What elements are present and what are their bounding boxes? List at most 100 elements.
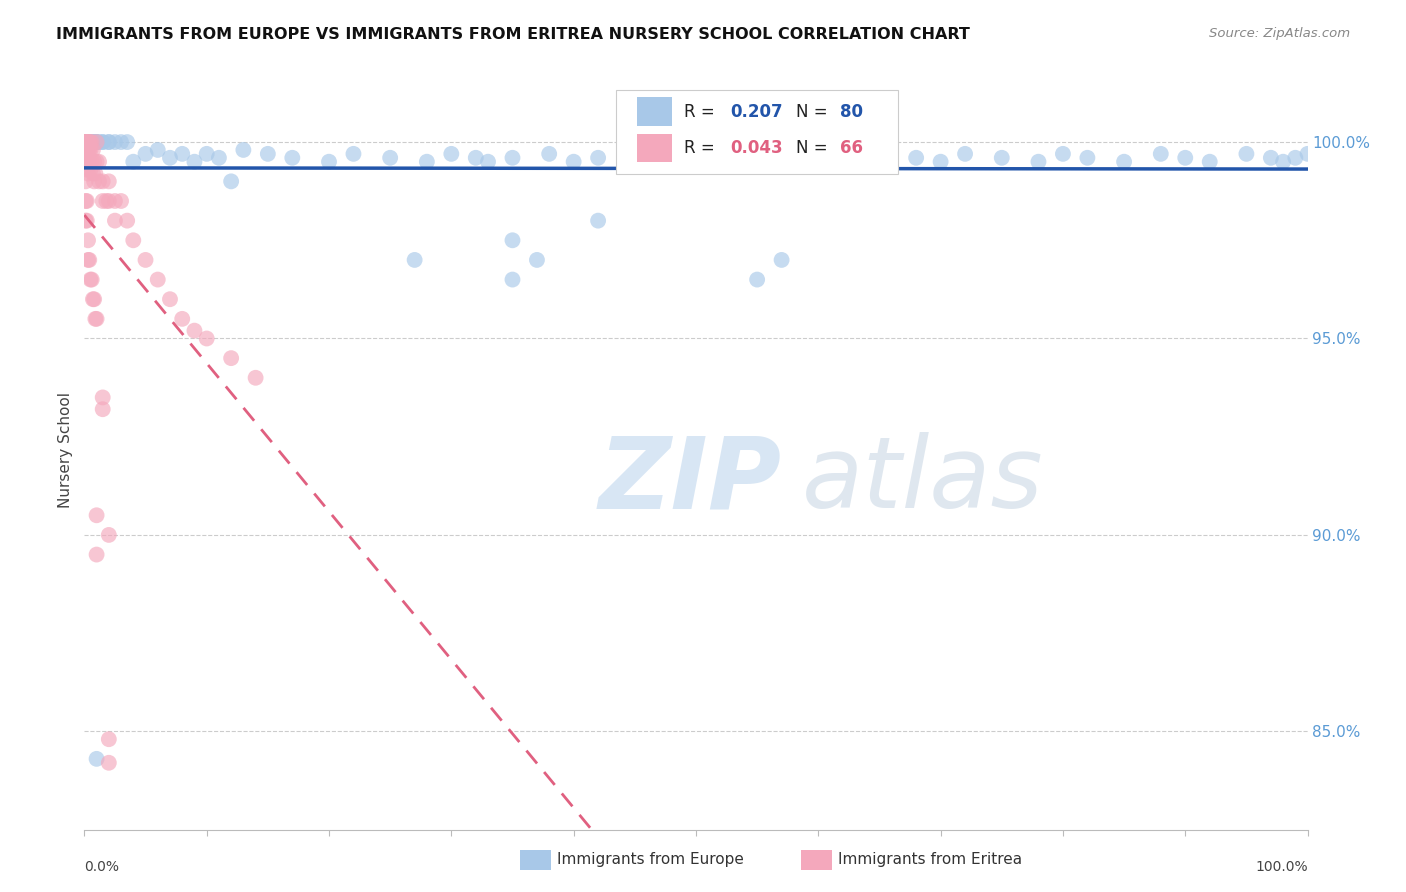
Point [110, 194, 132, 208]
Y-axis label: Nursery School: Nursery School [58, 392, 73, 508]
Point [77, 167, 100, 181]
Point [91, 135, 114, 149]
Point [172, 311, 194, 326]
Point [75, 135, 97, 149]
Point [75, 135, 97, 149]
Point [464, 151, 486, 165]
Point [82, 135, 104, 149]
Text: 80: 80 [841, 103, 863, 120]
Point [79, 135, 101, 149]
Point [84, 135, 107, 149]
Point [77, 154, 100, 169]
Point [1236, 146, 1258, 161]
Text: Immigrants from Europe: Immigrants from Europe [557, 853, 744, 867]
Point [86, 135, 108, 149]
Point [135, 146, 157, 161]
Point [1260, 151, 1282, 165]
Point [86, 548, 108, 562]
Point [86, 135, 108, 149]
Point [104, 135, 127, 149]
Text: N =: N = [796, 103, 834, 120]
Point [76, 154, 98, 169]
Point [77, 154, 100, 169]
Point [82, 135, 104, 149]
Point [82, 143, 104, 157]
Point [91, 402, 114, 417]
Point [97, 174, 120, 188]
Point [208, 151, 231, 165]
Point [77, 135, 100, 149]
Point [115, 135, 138, 149]
Text: ZIP: ZIP [598, 433, 782, 529]
Point [97, 135, 120, 149]
Point [75, 154, 97, 169]
Point [586, 151, 609, 165]
Point [770, 252, 793, 267]
Text: IMMIGRANTS FROM EUROPE VS IMMIGRANTS FROM ERITREA NURSERY SCHOOL CORRELATION CHA: IMMIGRANTS FROM EUROPE VS IMMIGRANTS FRO… [56, 27, 970, 42]
Point [75, 135, 97, 149]
Point [747, 272, 769, 286]
Point [91, 174, 114, 188]
Point [76, 135, 98, 149]
Point [159, 151, 181, 165]
Point [86, 135, 108, 149]
Point [97, 194, 120, 208]
Point [76, 213, 98, 227]
FancyBboxPatch shape [616, 90, 898, 174]
Text: 0.043: 0.043 [730, 139, 783, 157]
Point [709, 146, 731, 161]
Point [97, 732, 120, 747]
Point [91, 194, 114, 208]
Point [83, 174, 105, 188]
Point [86, 508, 108, 523]
Text: 0.207: 0.207 [730, 103, 783, 120]
Point [80, 135, 103, 149]
Point [77, 233, 100, 247]
Point [80, 135, 103, 149]
Point [219, 351, 242, 366]
Text: 66: 66 [841, 139, 863, 157]
Point [1296, 146, 1319, 161]
Point [77, 135, 100, 149]
Point [1284, 151, 1306, 165]
Point [526, 252, 548, 267]
Point [83, 292, 105, 306]
Point [440, 146, 463, 161]
Point [79, 272, 101, 286]
FancyBboxPatch shape [637, 134, 672, 162]
Text: R =: R = [683, 103, 720, 120]
Point [86, 311, 108, 326]
Point [75, 194, 97, 208]
Point [96, 194, 118, 208]
Point [80, 135, 103, 149]
Point [1174, 151, 1197, 165]
Point [183, 324, 205, 338]
Point [75, 174, 97, 188]
Point [1028, 154, 1050, 169]
Point [905, 151, 928, 165]
Point [79, 162, 101, 177]
Point [624, 146, 647, 161]
Point [477, 154, 499, 169]
Point [115, 213, 138, 227]
Point [1114, 154, 1136, 169]
Point [77, 135, 100, 149]
Point [1272, 154, 1295, 169]
Point [122, 154, 145, 169]
Point [91, 391, 114, 405]
Point [87, 135, 110, 149]
Point [82, 167, 104, 181]
Point [75, 143, 97, 157]
Point [831, 151, 853, 165]
Text: Source: ZipAtlas.com: Source: ZipAtlas.com [1209, 27, 1350, 40]
Point [77, 252, 100, 267]
Point [110, 135, 132, 149]
Point [83, 135, 105, 149]
Point [380, 151, 402, 165]
Point [80, 272, 103, 286]
Point [219, 174, 242, 188]
Text: 100.0%: 100.0% [1256, 860, 1308, 874]
Text: atlas: atlas [803, 433, 1045, 529]
Point [79, 143, 101, 157]
Point [83, 135, 105, 149]
